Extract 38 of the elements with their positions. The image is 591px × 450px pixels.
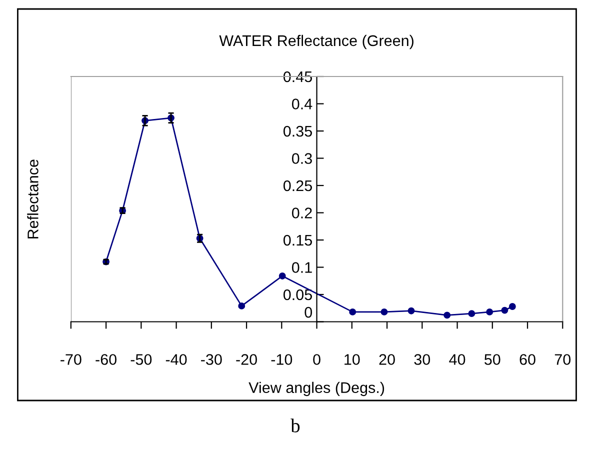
y-tick-label: 0.2 bbox=[292, 208, 312, 218]
point bbox=[238, 302, 246, 310]
x-tick-label: 50 bbox=[484, 354, 500, 365]
x-tick-label: 30 bbox=[414, 354, 430, 365]
y-tick-label: 0.15 bbox=[283, 234, 312, 246]
x-tick-label: -70 bbox=[60, 354, 82, 365]
x-tick-label: -60 bbox=[96, 354, 116, 365]
point bbox=[380, 308, 388, 316]
x-tick-label: 40 bbox=[449, 354, 466, 365]
y-tick-label: 0 bbox=[304, 306, 312, 318]
x-tick-label: 10 bbox=[344, 354, 360, 365]
x-tick-label: 0 bbox=[313, 354, 320, 365]
x-tick-label: 60 bbox=[520, 354, 536, 365]
x-tick-label: -20 bbox=[236, 354, 257, 365]
point bbox=[468, 310, 476, 318]
y-tick-label: 0.05 bbox=[283, 289, 312, 300]
y-axis-title: Reflectance bbox=[27, 160, 38, 238]
chart-title: WATER Reflectance (Green) bbox=[219, 34, 414, 50]
y-tick-label: 0.4 bbox=[292, 98, 312, 110]
y-tick-label: 0.1 bbox=[292, 262, 312, 273]
x-tick-label: 20 bbox=[379, 354, 395, 365]
point bbox=[444, 312, 451, 319]
text: b bbox=[290, 418, 300, 432]
y-tick-label: 0.25 bbox=[283, 180, 312, 192]
x-tick-label: -40 bbox=[166, 354, 187, 365]
x-tick-label: -30 bbox=[201, 354, 222, 365]
point bbox=[349, 308, 356, 316]
x-tick-label: -50 bbox=[130, 354, 152, 365]
point bbox=[508, 303, 516, 310]
point bbox=[408, 307, 415, 314]
x-tick-label: -10 bbox=[271, 354, 292, 365]
point bbox=[501, 306, 508, 314]
point bbox=[278, 272, 286, 280]
x-tick-label: 70 bbox=[554, 354, 571, 365]
point bbox=[486, 308, 494, 316]
x-axis-title: View angles (Degs.) bbox=[248, 382, 384, 396]
y-tick-label: 0.3 bbox=[292, 153, 312, 164]
y-tick-label: 0.35 bbox=[283, 126, 312, 137]
